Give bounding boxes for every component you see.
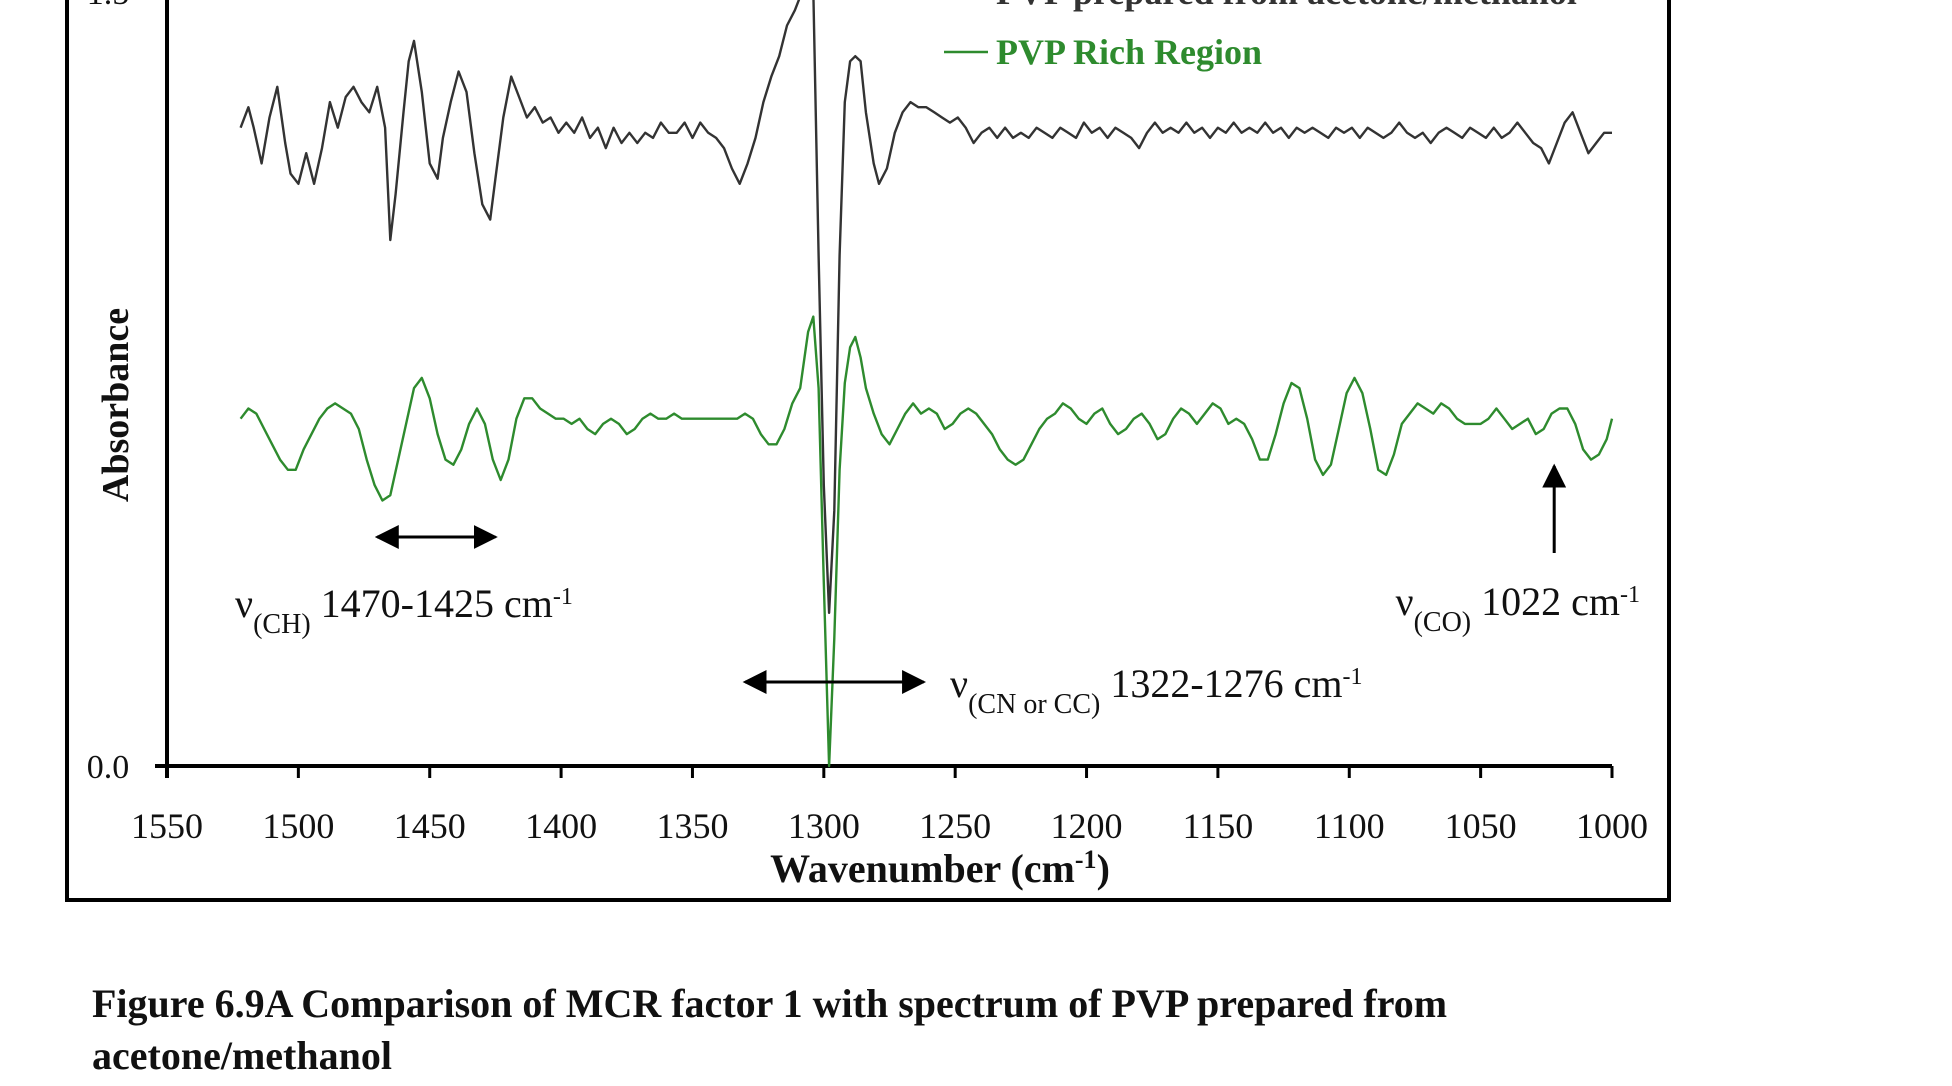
- x-tick-label: 1350: [656, 806, 728, 846]
- legend-label: PVP prepared from acetone/methanol: [996, 0, 1577, 12]
- chart-svg: 0.0 1.5 1550 1500 1450 1400 1350 1300 1250 1200 11…: [65, 0, 1671, 902]
- co-annotation-label: ν(CO) 1022 cm-1: [1395, 579, 1640, 638]
- x-tick-label: 1150: [1183, 806, 1254, 846]
- x-tick-label: 1450: [394, 806, 466, 846]
- x-tick-label: 1300: [788, 806, 860, 846]
- y-tick-label: 0.0: [87, 749, 130, 786]
- figure-caption: Figure 6.9A Comparison of MCR factor 1 w…: [92, 981, 1448, 1078]
- y-axis-title: Absorbance: [95, 308, 137, 502]
- series-line-1: [239, 0, 1612, 614]
- x-tick-label: 1100: [1314, 806, 1385, 846]
- cn-annotation-label: ν(CN or CC) 1322-1276 cm-1: [950, 661, 1363, 720]
- legend-label: PVP Rich Region: [996, 32, 1262, 72]
- plot-frame: [65, 0, 1671, 902]
- x-tick-label: 1000: [1576, 806, 1648, 846]
- x-tick-label: 1500: [262, 806, 334, 846]
- x-axis-title: Wavenumber (cm-1): [770, 845, 1110, 892]
- x-tick-label: 1050: [1445, 806, 1517, 846]
- x-tick-label: 1250: [919, 806, 991, 846]
- ch-annotation-label: ν(CH) 1470-1425 cm-1: [235, 581, 573, 640]
- x-tick-label: 1400: [525, 806, 597, 846]
- x-tick-label: 1550: [131, 806, 203, 846]
- series-line-2: [239, 315, 1614, 768]
- x-tick-label: 1200: [1051, 806, 1123, 846]
- y-tick-label: 1.5: [87, 0, 130, 12]
